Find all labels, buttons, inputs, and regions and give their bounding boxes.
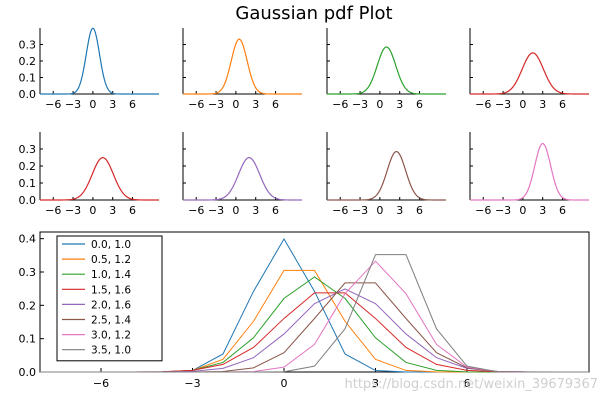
x-tick-label: 0 <box>89 98 96 111</box>
x-tick-label: 3 <box>396 98 403 111</box>
panel-4: −6 −3 0 3 6 <box>469 28 589 111</box>
x-tick-label: 3 <box>539 98 546 111</box>
legend-label: 1.0, 1.4 <box>91 269 131 281</box>
x-tick-label: 6 <box>464 377 471 390</box>
x-tick-label: 0 <box>519 204 526 217</box>
panel-7: −6 −3 0 3 6 <box>326 132 446 217</box>
x-tick-label: 6 <box>416 204 423 217</box>
series-line-3-5-1-0 <box>40 254 589 373</box>
x-tick-label: 0 <box>376 98 383 111</box>
x-tick-label: 3 <box>252 204 259 217</box>
x-tick-label: 0 <box>281 377 288 390</box>
legend-label: 2.0, 1.6 <box>91 299 131 311</box>
y-tick-label: 0.1 <box>19 72 37 85</box>
x-tick-label: −6 <box>332 204 348 217</box>
x-tick-label: −3 <box>208 204 224 217</box>
legend-label: 3.0, 1.2 <box>91 330 131 342</box>
x-tick-label: −3 <box>352 204 368 217</box>
x-tick-label: 0 <box>232 204 239 217</box>
x-tick-label: −6 <box>45 204 61 217</box>
x-tick-label: −3 <box>65 98 81 111</box>
x-tick-label: −3 <box>495 204 511 217</box>
legend-label: 3.5, 1.0 <box>91 345 131 357</box>
chart-title: Gaussian pdf Plot <box>235 3 392 24</box>
y-tick-label: 0.1 <box>19 333 37 346</box>
y-tick-label: 0.0 <box>19 366 37 379</box>
legend-label: 0.5, 1.2 <box>91 254 131 266</box>
x-tick-label: 3 <box>252 98 259 111</box>
x-tick-label: 3 <box>539 204 546 217</box>
legend-box <box>56 235 163 362</box>
series-line-0-5-1-2 <box>183 38 302 95</box>
y-tick-label: 0.2 <box>19 55 37 68</box>
x-tick-label: 0 <box>376 204 383 217</box>
y-tick-label: 0.2 <box>19 299 37 312</box>
legend: 0.0, 1.0 0.5, 1.2 1.0, 1.4 1.5, 1.6 2.0, 1.6… <box>56 235 163 362</box>
y-tick-label: 0.0 <box>19 194 37 207</box>
x-tick-label: −3 <box>65 204 81 217</box>
x-tick-label: −6 <box>475 204 491 217</box>
y-tick-label: 0.2 <box>19 160 37 173</box>
legend-label: 2.5, 1.4 <box>91 315 131 327</box>
y-tick-label: 0.3 <box>19 39 37 52</box>
x-tick-label: 3 <box>372 377 379 390</box>
series-line-2-0-1-6 <box>183 157 302 201</box>
panel-1: −6 −3 0 3 6 0.0 0.1 0.2 0.3 <box>19 27 159 111</box>
x-tick-label: 6 <box>272 98 279 111</box>
x-tick-label: −6 <box>93 377 109 390</box>
x-tick-label: 3 <box>396 204 403 217</box>
y-tick-label: 0.1 <box>19 177 37 190</box>
x-tick-label: −3 <box>495 98 511 111</box>
watermark-text: https://blog.csdn.net/weixin_39679367 <box>344 377 598 392</box>
main-plot-frame <box>39 231 590 373</box>
series-line-1-5-1-6 <box>470 52 589 95</box>
x-tick-label: 6 <box>272 204 279 217</box>
y-tick-label: 0.3 <box>19 266 37 279</box>
series-line-0-0-1-0 <box>40 27 159 95</box>
panel-3: −6 −3 0 3 6 <box>326 28 446 111</box>
x-tick-label: 6 <box>129 98 136 111</box>
x-tick-label: −6 <box>475 98 491 111</box>
x-tick-label: 0 <box>232 98 239 111</box>
series-line-1-0-1-4 <box>327 46 446 95</box>
series-line-1-5-1-6 <box>40 157 159 201</box>
x-tick-label: 0 <box>519 98 526 111</box>
x-tick-label: 6 <box>559 98 566 111</box>
x-tick-label: 6 <box>416 98 423 111</box>
legend-label: 1.5, 1.6 <box>91 284 131 296</box>
x-tick-label: −6 <box>188 204 204 217</box>
x-tick-label: −6 <box>332 98 348 111</box>
small-panels: −6 −3 0 3 60.00.10.20.3−6 −3 0 3 6 −6 −3 0 3 6 −6 −3 0 3 6… <box>19 27 589 217</box>
panel-5: −6 −3 0 3 6 0.0 0.1 0.2 0.3 <box>19 132 159 217</box>
x-tick-label: 6 <box>129 204 136 217</box>
panel-6: −6 −3 0 3 6 <box>182 132 302 217</box>
panel-8: −6 −3 0 3 6 <box>469 132 589 217</box>
main-panel: −6 −3 0 3 6 0.0 0.1 0.2 0.3 0.4 0.0, 1.0 0.5, 1.2 1.… <box>19 231 590 390</box>
series-line-3-0-1-2 <box>470 142 589 201</box>
x-tick-label: 3 <box>109 204 116 217</box>
x-tick-label: −3 <box>208 98 224 111</box>
legend-label: 0.0, 1.0 <box>91 239 131 251</box>
x-tick-label: −6 <box>188 98 204 111</box>
x-tick-label: 6 <box>559 204 566 217</box>
y-tick-label: 0.4 <box>19 233 37 246</box>
x-tick-label: −3 <box>352 98 368 111</box>
x-tick-label: 0 <box>89 204 96 217</box>
panel-2: −6 −3 0 3 6 <box>182 28 302 111</box>
x-tick-label: 3 <box>109 98 116 111</box>
y-tick-label: 0.0 <box>19 88 37 101</box>
series-line-2-5-1-4 <box>327 150 446 201</box>
x-tick-label: −6 <box>45 98 61 111</box>
y-tick-label: 0.3 <box>19 143 37 156</box>
x-tick-label: −3 <box>184 377 200 390</box>
